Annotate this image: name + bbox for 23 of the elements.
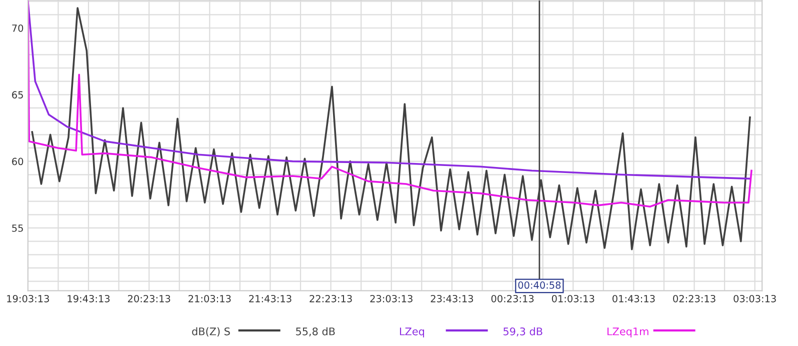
ref-line-label: 00:40:58	[518, 281, 561, 289]
legend-label: LZeq1m	[608, 328, 648, 338]
x-tick-label: 19:43:13	[68, 294, 110, 302]
x-tick-label: 02:23:13	[673, 294, 716, 302]
x-tick-label: 00:23:13	[491, 294, 534, 302]
legend-label: dB(Z) S	[192, 327, 230, 337]
y-tick-label: 70	[12, 24, 24, 32]
x-tick-label: 01:03:13	[552, 294, 594, 302]
x-tick-label: 21:43:13	[249, 294, 292, 302]
text: 59,3 dB	[504, 327, 542, 336]
x-tick-label: 23:03:13	[370, 294, 412, 302]
x-tick-label: 23:43:13	[430, 294, 474, 302]
x-tick-label: 22:23:13	[310, 294, 352, 302]
x-tick-label: 21:03:13	[188, 294, 231, 302]
x-tick-label: 19:03:13	[7, 294, 49, 302]
x-tick-label: 01:43:13	[612, 294, 655, 302]
y-tick-label: 60	[12, 158, 24, 166]
text: 55,8 dB	[296, 327, 335, 336]
y-tick-label: 65	[12, 91, 23, 98]
x-tick-label: 03:03:13	[734, 294, 776, 302]
x-tick-label: 20:23:13	[128, 294, 170, 302]
legend-label: LZeq	[400, 328, 424, 338]
y-tick-label: 55	[12, 224, 23, 232]
